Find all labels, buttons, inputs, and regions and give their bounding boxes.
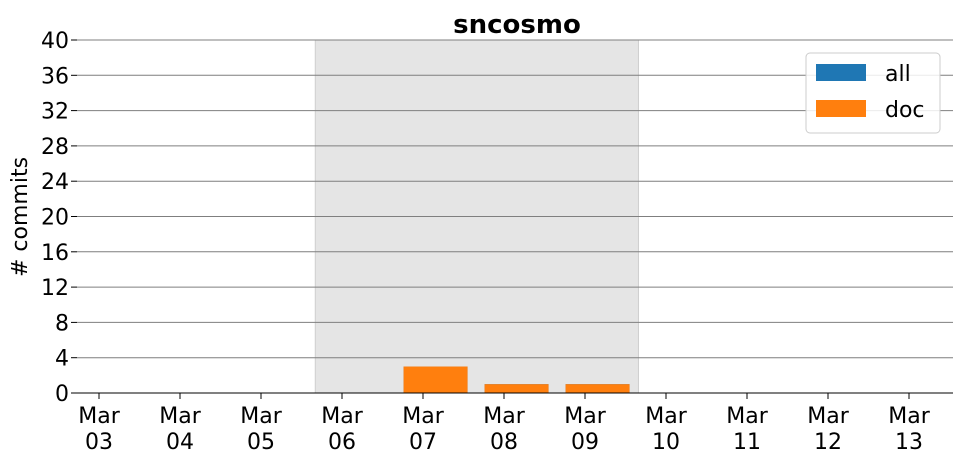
x-tick-label-day: 11 bbox=[733, 430, 761, 455]
x-tick-label-month: Mar bbox=[726, 404, 768, 429]
x-tick-label-day: 10 bbox=[652, 430, 680, 455]
legend-label-all: all bbox=[885, 62, 911, 87]
x-tick-label-day: 03 bbox=[85, 430, 113, 455]
x-tick-label-day: 09 bbox=[571, 430, 599, 455]
y-tick-label: 20 bbox=[41, 206, 69, 231]
y-tick-label: 24 bbox=[41, 170, 69, 195]
x-tick-label-day: 06 bbox=[328, 430, 356, 455]
x-tick-label-day: 13 bbox=[895, 430, 923, 455]
axis-layer: 0481216202428323640Mar03Mar04Mar05Mar06M… bbox=[41, 29, 953, 455]
x-tick-label-month: Mar bbox=[78, 404, 120, 429]
x-tick-label-month: Mar bbox=[483, 404, 525, 429]
x-tick-label-month: Mar bbox=[240, 404, 282, 429]
x-tick-label-month: Mar bbox=[564, 404, 606, 429]
bar-doc bbox=[403, 366, 468, 393]
y-tick-label: 16 bbox=[41, 241, 69, 266]
x-tick-label-day: 05 bbox=[247, 430, 275, 455]
y-tick-label: 36 bbox=[41, 64, 69, 89]
legend: all doc bbox=[805, 52, 941, 134]
x-tick-label-month: Mar bbox=[402, 404, 444, 429]
legend-swatch-all bbox=[816, 64, 866, 81]
x-tick-label-month: Mar bbox=[645, 404, 687, 429]
x-tick-label-day: 12 bbox=[814, 430, 842, 455]
y-tick-label: 0 bbox=[55, 382, 69, 407]
bar-doc bbox=[565, 384, 630, 393]
y-tick-label: 8 bbox=[55, 311, 69, 336]
y-tick-label: 40 bbox=[41, 29, 69, 54]
x-tick-label-day: 04 bbox=[166, 430, 194, 455]
y-tick-label: 12 bbox=[41, 276, 69, 301]
x-tick-label-month: Mar bbox=[807, 404, 849, 429]
legend-swatch-doc bbox=[816, 100, 866, 117]
bar-doc bbox=[484, 384, 549, 393]
x-tick-label-month: Mar bbox=[888, 404, 930, 429]
x-tick-label-day: 08 bbox=[490, 430, 518, 455]
y-tick-label: 28 bbox=[41, 135, 69, 160]
x-tick-label-month: Mar bbox=[159, 404, 201, 429]
chart-title: sncosmo bbox=[453, 10, 581, 40]
bar-layer bbox=[403, 366, 630, 393]
y-tick-label: 32 bbox=[41, 100, 69, 125]
x-tick-label-day: 07 bbox=[409, 430, 437, 455]
x-tick-label-month: Mar bbox=[321, 404, 363, 429]
y-axis-label: # commits bbox=[8, 157, 33, 277]
y-tick-label: 4 bbox=[55, 347, 69, 372]
legend-label-doc: doc bbox=[885, 98, 925, 123]
